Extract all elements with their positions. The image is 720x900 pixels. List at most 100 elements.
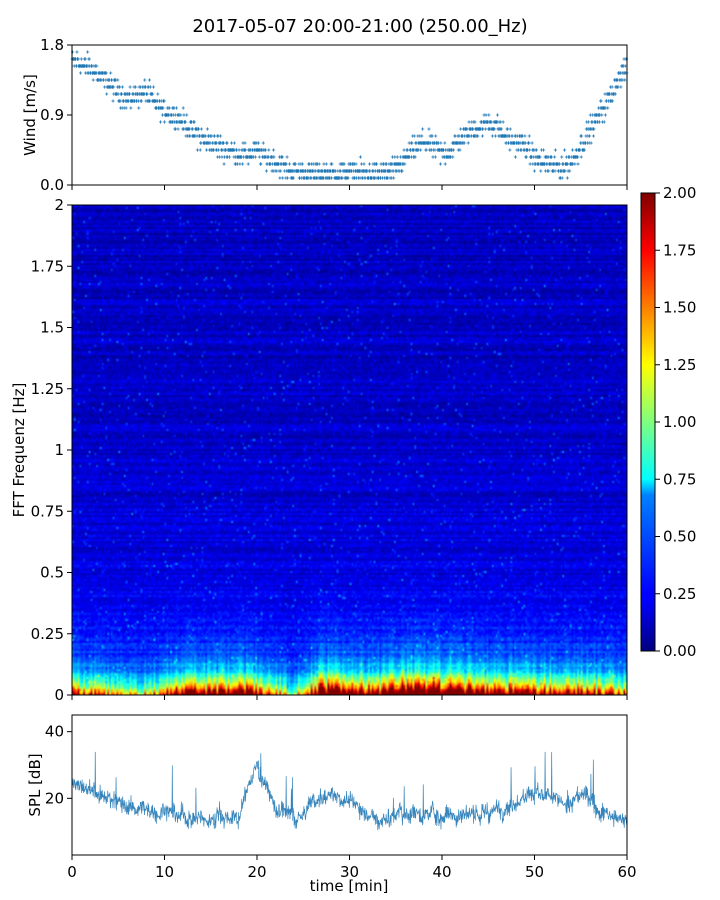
wind-point <box>367 162 372 166</box>
wind-point <box>508 127 512 131</box>
wind-point <box>619 85 623 89</box>
wind-point <box>568 169 572 173</box>
wind-point <box>120 92 124 96</box>
wind-point <box>530 141 534 145</box>
wind-point <box>541 148 546 152</box>
wind-point <box>128 85 132 89</box>
wind-point <box>589 141 593 145</box>
wind-point <box>510 134 514 138</box>
wind-point <box>181 106 185 110</box>
wind-point <box>523 134 527 138</box>
wind-y-tick-label: 0.9 <box>40 106 64 124</box>
wind-point <box>257 155 261 159</box>
wind-point <box>287 162 292 166</box>
spl-y-tick-label: 40 <box>45 723 64 741</box>
colorbar: 0.00 0.25 0.50 0.75 1.00 1.25 1.50 1.75 2.00 <box>640 184 696 660</box>
wind-point <box>232 141 236 145</box>
spectrogram-y-ticks: 0 0.25 0.5 0.75 1 1.25 1.5 1.75 2 <box>31 196 72 704</box>
spectrogram-y-tick-label: 1.5 <box>40 319 64 337</box>
wind-point <box>156 92 160 96</box>
spectrogram-y-tick-label: 0 <box>54 686 64 704</box>
wind-point <box>553 155 557 159</box>
wind-point <box>591 134 596 138</box>
wind-point <box>570 148 575 152</box>
wind-point <box>162 99 166 103</box>
wind-point <box>438 162 443 166</box>
wind-point <box>586 120 590 124</box>
wind-panel: 0.0 0.9 1.8 Wind [m/s] <box>21 36 629 194</box>
wind-point <box>137 106 141 110</box>
wind-point <box>151 92 155 96</box>
wind-point <box>419 148 423 152</box>
wind-point <box>580 134 584 138</box>
figure-title: 2017-05-07 20:00-21:00 (250.00_Hz) <box>192 16 527 37</box>
wind-point <box>613 92 617 96</box>
wind-point <box>256 141 261 145</box>
wind-point <box>539 169 543 173</box>
wind-point <box>439 141 443 145</box>
wind-point <box>579 155 583 159</box>
wind-point <box>395 155 399 159</box>
wind-point <box>79 57 83 61</box>
wind-point <box>139 99 144 103</box>
wind-point <box>243 148 248 152</box>
spl-x-tick-label: 50 <box>525 863 544 881</box>
wind-y-axis-label: Wind [m/s] <box>21 74 39 156</box>
wind-point <box>197 127 201 131</box>
wind-point <box>87 57 91 61</box>
wind-point <box>116 92 120 96</box>
wind-point <box>83 57 87 61</box>
wind-point <box>487 113 491 117</box>
wind-point <box>600 113 604 117</box>
wind-point <box>116 78 120 82</box>
wind-point <box>623 78 627 82</box>
wind-point <box>118 99 122 103</box>
wind-point <box>264 148 268 152</box>
wind-point <box>560 155 564 159</box>
wind-point <box>451 148 456 152</box>
wind-point <box>161 106 165 110</box>
wind-point <box>597 120 602 124</box>
wind-point <box>76 57 80 61</box>
wind-point <box>330 162 334 166</box>
wind-point <box>145 92 149 96</box>
wind-point <box>523 141 527 145</box>
wind-point <box>229 141 234 145</box>
wind-point <box>421 127 425 131</box>
wind-point <box>354 162 358 166</box>
wind-point <box>329 176 334 180</box>
wind-point <box>284 162 288 166</box>
wind-point <box>599 99 603 103</box>
spectrogram-y-tick-label: 1.75 <box>31 257 64 275</box>
wind-point <box>259 162 263 166</box>
wind-point <box>430 134 434 138</box>
wind-point <box>358 155 363 159</box>
wind-point <box>501 120 505 124</box>
wind-point <box>272 155 276 159</box>
wind-point <box>222 141 226 145</box>
wind-point <box>212 134 217 138</box>
spectrogram-y-tick-label: 1.25 <box>31 380 64 398</box>
wind-point <box>243 141 247 145</box>
wind-point <box>148 85 152 89</box>
wind-point <box>549 155 554 159</box>
wind-point <box>610 85 614 89</box>
spl-line-path <box>71 751 628 831</box>
wind-point <box>271 148 276 152</box>
wind-point <box>279 169 283 173</box>
wind-x-ticks <box>71 185 628 190</box>
spectrogram-y-tick-label: 1 <box>54 441 64 459</box>
wind-point <box>95 64 99 68</box>
wind-point <box>375 162 379 166</box>
wind-point <box>547 169 551 173</box>
wind-point <box>616 85 620 89</box>
wind-point <box>111 85 116 89</box>
wind-point <box>300 162 305 166</box>
wind-point <box>342 162 346 166</box>
wind-point <box>538 155 542 159</box>
wind-point <box>129 106 133 110</box>
wind-point <box>105 92 109 96</box>
wind-point <box>104 71 108 75</box>
wind-y-ticks: 0.0 0.9 1.8 <box>40 36 72 194</box>
wind-point <box>159 120 163 124</box>
